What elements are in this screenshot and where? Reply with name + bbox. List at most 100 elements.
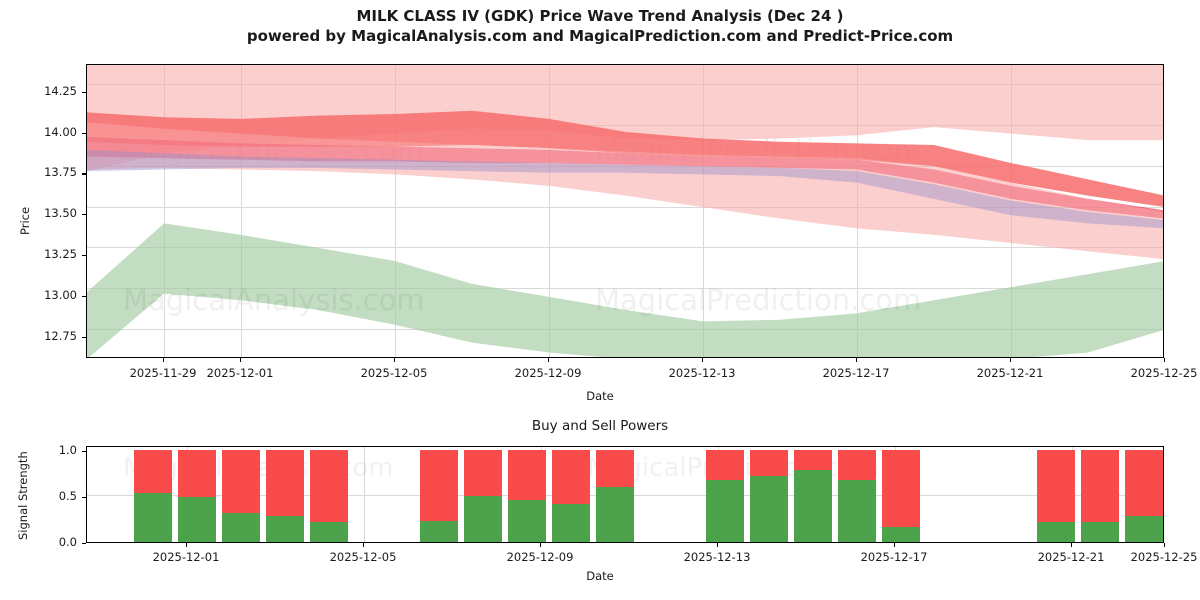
band-purple-probability-band (87, 149, 1163, 229)
buy-power-segment (508, 499, 546, 542)
sell-power-segment (222, 449, 260, 514)
price-x-tick-mark (548, 358, 550, 362)
buy-sell-bar[interactable] (706, 449, 744, 542)
sell-power-segment (1125, 449, 1163, 517)
signal-x-tick-label: 2025-12-01 (152, 550, 220, 564)
price-y-tick-label: 14.00 (44, 124, 77, 139)
price-wave-chart-plot-area: MagicalAnalysis.com MagicalPrediction.co… (86, 64, 1164, 358)
chart-title-block: MILK CLASS IV (GDK) Price Wave Trend Ana… (0, 6, 1200, 46)
watermark-analysis-bottom: MagicalAnalysis.com (123, 283, 425, 317)
signal-x-tick-mark (1164, 543, 1166, 547)
price-x-tick-mark (163, 358, 165, 362)
buy-power-segment (552, 504, 590, 542)
buy-power-segment (134, 493, 172, 542)
price-x-tick-label: 2025-12-01 (206, 366, 274, 380)
signal-x-tick-mark (186, 543, 188, 547)
sell-power-segment (596, 449, 634, 487)
price-x-tick-mark (240, 358, 242, 362)
buy-sell-y-axis-label: Signal Strength (16, 451, 30, 540)
band-outer-resistance-band (87, 65, 1163, 172)
price-y-tick-mark (82, 173, 86, 175)
gridline-x-1129 (164, 65, 165, 357)
buy-sell-bar[interactable] (134, 449, 172, 542)
buy-sell-bar[interactable] (420, 449, 458, 542)
buy-sell-x-axis-label: Date (586, 569, 614, 583)
price-x-tick-mark (1010, 358, 1012, 362)
watermark-prediction-bottom: MagicalPrediction.com (595, 283, 922, 317)
signal-y-tick-mark (82, 496, 86, 498)
price-y-tick-label: 12.75 (44, 328, 77, 343)
buy-sell-bar[interactable] (552, 449, 590, 542)
signal-y-tick-label: 0.0 (58, 535, 77, 549)
sell-power-segment (1037, 449, 1075, 522)
buy-sell-bar[interactable] (222, 449, 260, 542)
buy-sell-bar[interactable] (508, 449, 546, 542)
price-x-tick-label: 2025-12-13 (668, 366, 736, 380)
gridline-x-1213 (703, 65, 704, 357)
page-title: MILK CLASS IV (GDK) Price Wave Trend Ana… (356, 7, 844, 25)
price-y-tick-mark (82, 91, 86, 93)
price-y-tick-label: 14.25 (44, 83, 77, 98)
price-x-tick-label: 2025-12-05 (360, 366, 428, 380)
price-x-tick-mark (1164, 358, 1166, 362)
buy-sell-bar[interactable] (266, 449, 304, 542)
price-chart-x-axis-label: Date (586, 389, 614, 403)
buy-power-segment (464, 495, 502, 542)
price-x-tick-mark (702, 358, 704, 362)
buy-sell-bar[interactable] (750, 449, 788, 542)
page-subtitle: powered by MagicalAnalysis.com and Magic… (246, 27, 954, 45)
signal-x-tick-label: 2025-12-05 (329, 550, 397, 564)
sell-power-segment (750, 449, 788, 477)
signal-y-tick-label: 0.5 (58, 488, 77, 503)
price-x-tick-label: 2025-12-21 (976, 366, 1044, 380)
buy-sell-bar[interactable] (882, 449, 920, 542)
price-chart-clip: MagicalAnalysis.com MagicalPrediction.co… (87, 65, 1163, 357)
price-x-tick-label: 2025-12-17 (822, 366, 890, 380)
buy-sell-bar[interactable] (1037, 449, 1075, 542)
sell-power-segment (464, 449, 502, 496)
gridline-x-1209 (549, 65, 550, 357)
price-y-tick-label: 13.50 (44, 206, 77, 221)
sell-power-segment (134, 449, 172, 494)
signal-x-tick-label: 2025-12-21 (1037, 550, 1105, 564)
buy-sell-bar[interactable] (794, 449, 832, 542)
signal-x-tick-label: 2025-12-25 (1130, 550, 1198, 564)
price-band-layers (87, 65, 1163, 357)
price-x-tick-label: 2025-11-29 (129, 366, 197, 380)
band-upper-resistance-band (87, 110, 1163, 207)
buy-sell-bar[interactable] (596, 449, 634, 542)
buy-power-segment (838, 480, 876, 542)
signal-x-tick-mark (717, 543, 719, 547)
buy-sell-bar[interactable] (838, 449, 876, 542)
price-y-tick-mark (82, 295, 86, 298)
buy-sell-chart-title: Buy and Sell Powers (531, 418, 669, 434)
buy-sell-chart-plot-area: MagicalAnalysis.com MagicalPrediction.co… (86, 446, 1164, 543)
buy-power-segment (596, 486, 634, 542)
buy-power-segment (266, 516, 304, 542)
sell-power-segment (1081, 449, 1119, 522)
gridline-y-1300 (87, 288, 1163, 289)
buy-sell-bar[interactable] (1125, 449, 1163, 542)
price-x-tick-label: 2025-12-25 (1130, 366, 1198, 380)
buy-sell-bar[interactable] (1081, 449, 1119, 542)
buy-sell-bar[interactable] (178, 449, 216, 542)
sell-power-segment (552, 449, 590, 505)
signal-x-tick-label: 2025-12-17 (860, 550, 928, 564)
price-y-tick-label: 13.75 (44, 165, 77, 180)
sell-power-segment (420, 449, 458, 521)
buy-power-segment (310, 521, 348, 542)
price-x-tick-mark (856, 358, 858, 362)
buy-sell-bar[interactable] (310, 449, 348, 542)
price-y-tick-label: 13.25 (44, 247, 77, 262)
bar-gridline-x-1205 (364, 447, 365, 542)
sell-power-segment (882, 449, 920, 528)
buy-power-segment (1125, 516, 1163, 542)
buy-power-segment (794, 469, 832, 542)
buy-power-segment (222, 513, 260, 542)
signal-x-tick-label: 2025-12-09 (506, 550, 574, 564)
gridline-x-1205 (395, 65, 396, 357)
buy-sell-bar[interactable] (464, 449, 502, 542)
sell-power-segment (794, 449, 832, 470)
price-y-tick-mark (82, 132, 86, 134)
band-support-band-wide (87, 122, 1163, 260)
